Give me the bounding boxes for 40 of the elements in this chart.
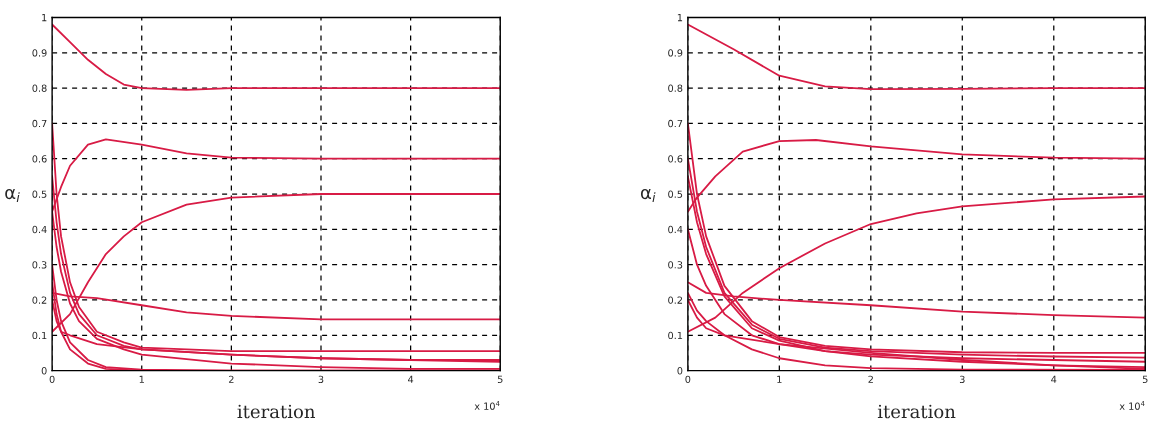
y-tick-label: 0 [41,367,47,375]
y-tick-label: 0.7 [32,119,47,128]
y-tick-label: 1 [42,14,47,22]
x-tick-label: 4 [408,375,414,383]
y-tick-label: 0.4 [668,225,683,234]
y-tick-label: 0.2 [668,296,683,304]
text: x 10$^{4}$ [1119,401,1145,410]
x-tick-label: 0 [49,375,55,383]
y-tick-label: 0.2 [32,296,47,304]
y-tick-label: 0.5 [32,190,47,198]
x-tick-label: 3 [318,375,324,383]
y-axis-title: α$_{i}$ [640,188,656,202]
x-axis-title: iteration [237,404,315,419]
y-tick-label: 0.1 [32,331,47,340]
x-tick-label: 1 [139,375,144,383]
y-tick-label: 0.6 [668,155,683,163]
x-tick-label: 4 [1051,375,1057,383]
x-tick-label: 2 [868,375,873,383]
y-tick-label: 0.3 [32,261,47,269]
y-tick-label: 0.9 [668,49,683,57]
y-tick-label: 0.4 [32,225,47,234]
y-tick-label: 0.8 [668,84,683,92]
x-tick-label: 5 [497,375,503,383]
y-tick-label: 0 [677,367,683,375]
x-tick-label: 5 [1142,375,1148,383]
y-tick-label: 0.6 [32,155,47,163]
x-axis-title: iteration [877,404,956,419]
x-tick-label: 1 [777,375,782,383]
y-tick-label: 0.8 [32,84,47,92]
y-tick-label: 1 [677,14,683,22]
x-tick-label: 2 [228,375,234,383]
y-tick-label: 0.3 [668,261,683,269]
y-tick-label: 0.7 [668,119,683,128]
x-tick-label: 3 [959,375,965,383]
y-tick-label: 0.9 [32,49,47,57]
y-axis-title: α$_{i}$ [5,188,20,202]
x-tick-label: 0 [685,375,691,383]
text: x 10$^{4}$ [474,401,500,410]
y-tick-label: 0.5 [668,190,683,198]
y-tick-label: 0.1 [668,331,683,340]
